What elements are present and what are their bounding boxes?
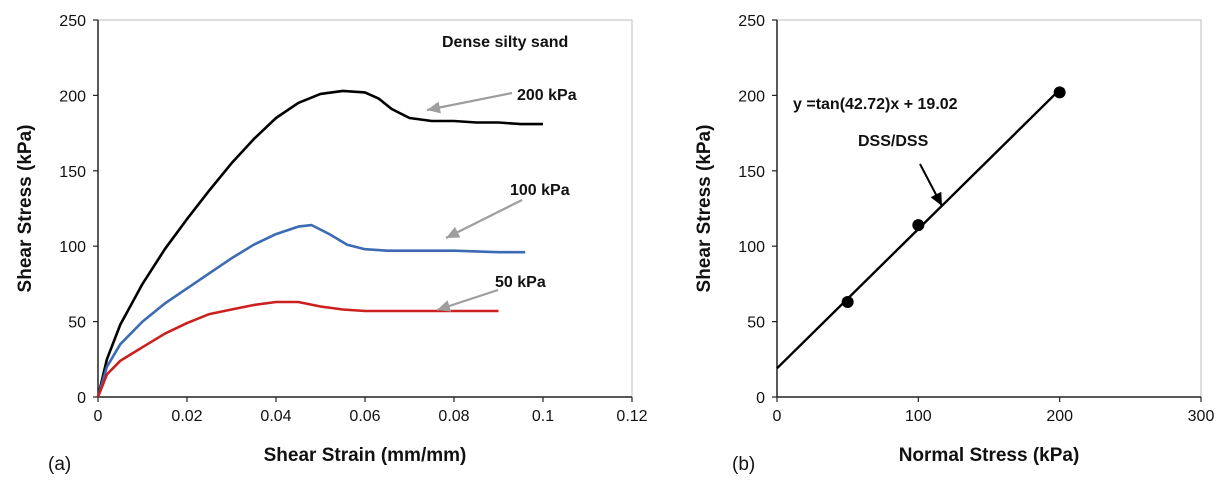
arrow-200kpa-line [426, 91, 513, 112]
arrow-100kpa-line [445, 199, 523, 239]
panel-label-a: (a) [48, 454, 71, 475]
x-axis-title: Normal Stress (kPa) [899, 445, 1080, 466]
series-50-kpa-line [96, 300, 499, 398]
chart-annotation: Dense silty sand [442, 34, 568, 51]
x-tick-label: 0.06 [349, 408, 380, 425]
y-axis-title: Shear Stress (kPa) [15, 125, 36, 293]
fit-equation: y =tan(42.72)x + 19.02 [793, 96, 958, 113]
x-tick-label: 0 [94, 408, 103, 425]
x-tick-label: 0 [773, 408, 782, 425]
y-tick-label: 200 [59, 88, 86, 105]
series-label-100kpa: 100 kPa [510, 182, 570, 199]
y-tick-label: 100 [738, 239, 765, 256]
data-point [912, 219, 925, 232]
y-tick-label: 200 [738, 88, 765, 105]
y-tick-label: 250 [738, 13, 765, 30]
x-tick-label: 0.02 [171, 408, 202, 425]
y-tick-label: 50 [747, 315, 765, 332]
y-tick-label: 150 [738, 164, 765, 181]
series-label-200kpa: 200 kPa [517, 87, 577, 104]
series-200-kpa-line [96, 89, 543, 398]
x-tick-label: 0.12 [616, 408, 647, 425]
y-tick-label: 100 [59, 239, 86, 256]
x-tick-label: 0.1 [532, 408, 554, 425]
series-100-kpa-line [96, 223, 526, 398]
y-axis-title: Shear Stress (kPa) [694, 125, 715, 293]
plot-area-border [97, 19, 633, 398]
data-point [841, 295, 854, 308]
y-tick-label: 150 [59, 164, 86, 181]
series-label-50kpa: 50 kPa [495, 274, 546, 291]
x-tick-label: 100 [905, 408, 932, 425]
x-tick-label: 0.04 [260, 408, 291, 425]
x-tick-label: 0.08 [438, 408, 469, 425]
y-tick-label: 0 [77, 390, 86, 407]
panel-label-b: (b) [732, 454, 755, 475]
fit-label: DSS/DSS [858, 133, 929, 150]
y-tick-label: 250 [59, 13, 86, 30]
y-tick-label: 50 [68, 315, 86, 332]
chart-panel-a: 0 0.02 0.04 0.06 0.08 0.1 0.12 0 50 100 150 200 250 S… [15, 13, 648, 475]
arrow-200kpa-head [427, 101, 441, 114]
plot-area-border [776, 19, 1202, 398]
x-tick-label: 200 [1046, 408, 1073, 425]
x-tick-label: 300 [1188, 408, 1215, 425]
arrow-50kpa-head [437, 300, 452, 312]
data-point [1053, 86, 1066, 99]
chart-panel-b: 0 100 200 300 0 50 100 150 200 250 Normal Stress (… [694, 13, 1214, 475]
y-tick-label: 0 [756, 390, 765, 407]
arrow-100kpa-head [446, 226, 461, 238]
x-axis-title: Shear Strain (mm/mm) [264, 445, 467, 466]
fit-label-arrow-head [930, 191, 942, 206]
